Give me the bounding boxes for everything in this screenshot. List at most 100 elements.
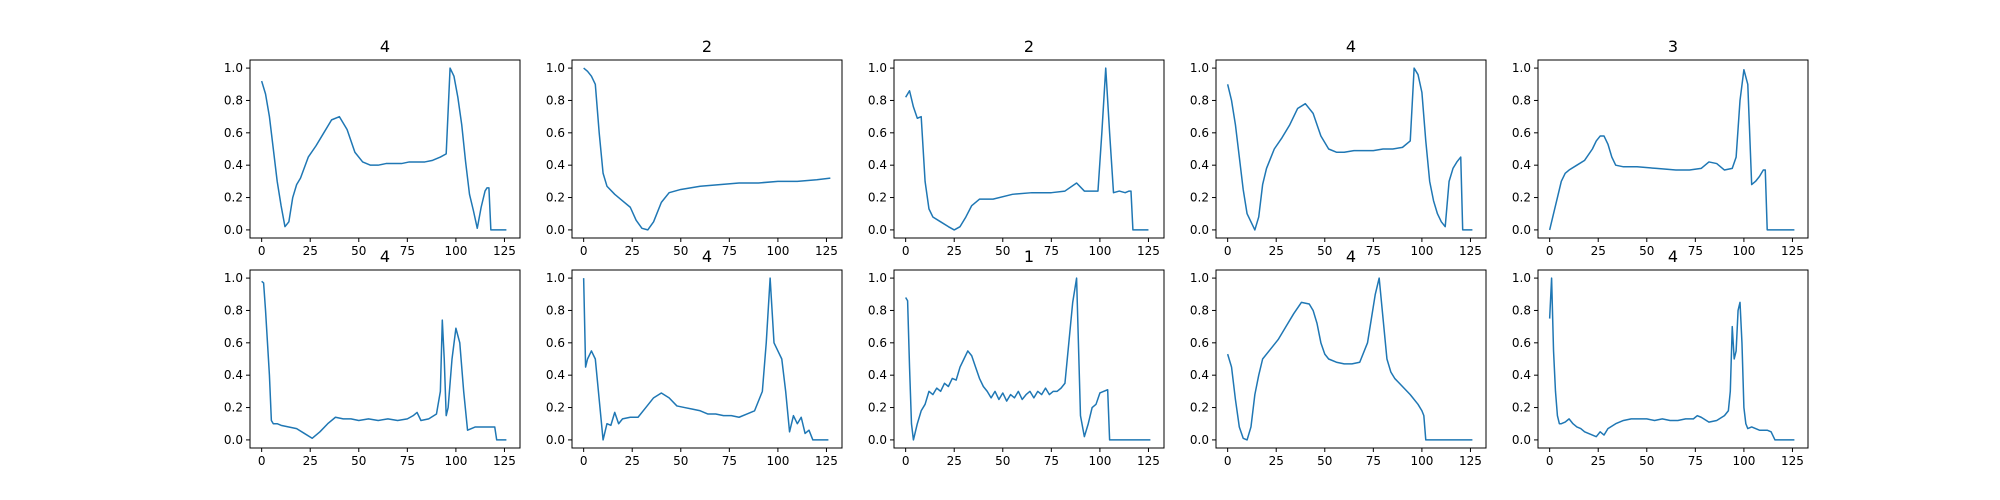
subplot-6: 4 0 25 50 75 100 125 0.0 0.2 0.4 0.6 0.8 1.0: [224, 247, 521, 468]
subplot-title: 3: [1668, 37, 1678, 56]
x-tick-label: 125: [1781, 454, 1804, 468]
y-tick-label: 0.8: [224, 93, 243, 107]
x-tick-label: 25: [1269, 454, 1284, 468]
y-tick-label: 0.2: [224, 191, 243, 205]
y-tick-label: 0.4: [1512, 368, 1531, 382]
x-tick-label: 25: [947, 244, 962, 258]
y-tick-label: 0.2: [224, 401, 243, 415]
x-tick-label: 100: [1088, 454, 1111, 468]
y-tick-label: 0.2: [546, 191, 565, 205]
y-tick-label: 1.0: [868, 271, 887, 285]
x-tick-label: 25: [625, 454, 640, 468]
y-tick-label: 1.0: [868, 61, 887, 75]
series-line: [1226, 67, 1473, 231]
series-line: [1226, 277, 1473, 441]
x-tick-label: 75: [1366, 244, 1381, 258]
x-tick-label: 0: [1224, 244, 1232, 258]
y-tick-label: 1.0: [1190, 61, 1209, 75]
subplot-title: 4: [1346, 247, 1356, 266]
y-tick-label: 0.4: [868, 158, 887, 172]
y-tick-label: 1.0: [546, 61, 565, 75]
y-tick-label: 0.0: [1512, 223, 1531, 237]
series-line: [1548, 277, 1795, 441]
y-tick-label: 0.8: [1512, 93, 1531, 107]
x-tick-label: 50: [673, 454, 688, 468]
subplot-1: 4 0 25 50 75 100 125 0.0 0.2 0.4 0.6 0.8 1.0: [224, 37, 521, 258]
x-tick-label: 25: [303, 454, 318, 468]
x-tick-label: 50: [1317, 454, 1332, 468]
x-tick-label: 75: [1688, 454, 1703, 468]
subplot-title: 1: [1024, 247, 1034, 266]
axes-frame: [571, 59, 843, 239]
y-tick-label: 0.4: [868, 368, 887, 382]
y-tick-label: 0.2: [868, 191, 887, 205]
series-line: [582, 277, 829, 441]
x-tick-label: 0: [1224, 454, 1232, 468]
axes-frame: [1215, 59, 1487, 239]
y-tick-label: 0.6: [868, 126, 887, 140]
x-tick-label: 100: [444, 244, 467, 258]
x-tick-label: 125: [1781, 244, 1804, 258]
y-tick-label: 0.6: [868, 336, 887, 350]
x-tick-label: 0: [1546, 244, 1554, 258]
x-tick-label: 50: [1639, 454, 1654, 468]
x-tick-label: 25: [947, 454, 962, 468]
x-tick-label: 50: [351, 454, 366, 468]
x-tick-label: 100: [1410, 244, 1433, 258]
series-line: [260, 67, 507, 231]
x-tick-label: 0: [258, 244, 266, 258]
x-tick-label: 0: [580, 244, 588, 258]
y-tick-label: 0.6: [1512, 126, 1531, 140]
subplot-title: 2: [1024, 37, 1034, 56]
axes-frame: [1537, 59, 1809, 239]
x-tick-label: 0: [258, 454, 266, 468]
series-line: [905, 277, 1151, 441]
subplot-10: 4 0 25 50 75 100 125 0.0 0.2 0.4 0.6 0.8 1.0: [1512, 247, 1809, 468]
x-tick-label: 75: [400, 244, 415, 258]
y-tick-label: 0.2: [1512, 191, 1531, 205]
x-tick-label: 125: [1137, 454, 1160, 468]
series-line: [1548, 68, 1795, 231]
x-tick-label: 75: [400, 454, 415, 468]
x-tick-label: 125: [493, 454, 516, 468]
x-tick-label: 25: [303, 244, 318, 258]
axes-frame: [571, 269, 843, 449]
y-tick-label: 0.6: [1190, 126, 1209, 140]
y-tick-label: 0.4: [546, 368, 565, 382]
subplot-3: 2 0 25 50 75 100 125 0.0 0.2 0.4 0.6 0.8 1.0: [868, 37, 1165, 258]
subplot-title: 4: [380, 37, 390, 56]
x-tick-label: 100: [1732, 454, 1755, 468]
y-tick-label: 0.2: [546, 401, 565, 415]
x-tick-label: 75: [722, 244, 737, 258]
x-tick-label: 25: [1591, 244, 1606, 258]
y-tick-label: 0.2: [1190, 401, 1209, 415]
y-tick-label: 0.8: [1512, 303, 1531, 317]
y-tick-label: 0.6: [1512, 336, 1531, 350]
y-tick-label: 0.8: [546, 303, 565, 317]
x-tick-label: 50: [1317, 244, 1332, 258]
subplot-title: 4: [380, 247, 390, 266]
x-tick-label: 125: [1459, 244, 1482, 258]
axes-frame: [893, 59, 1165, 239]
y-tick-label: 0.6: [1190, 336, 1209, 350]
x-tick-label: 50: [351, 244, 366, 258]
y-tick-label: 1.0: [1512, 271, 1531, 285]
y-tick-label: 0.4: [1512, 158, 1531, 172]
y-tick-label: 0.0: [1190, 223, 1209, 237]
y-tick-label: 0.0: [546, 223, 565, 237]
subplot-5: 3 0 25 50 75 100 125 0.0 0.2 0.4 0.6 0.8 1.0: [1512, 37, 1809, 258]
y-tick-label: 0.2: [1512, 401, 1531, 415]
subplot-7: 4 0 25 50 75 100 125 0.0 0.2 0.4 0.6 0.8 1.0: [546, 247, 843, 468]
x-tick-label: 0: [580, 454, 588, 468]
y-tick-label: 0.4: [1190, 368, 1209, 382]
x-tick-label: 125: [815, 454, 838, 468]
x-tick-label: 75: [1366, 454, 1381, 468]
x-tick-label: 25: [625, 244, 640, 258]
y-tick-label: 0.0: [546, 433, 565, 447]
x-tick-label: 75: [1044, 454, 1059, 468]
x-tick-label: 75: [1688, 244, 1703, 258]
x-tick-label: 125: [1137, 244, 1160, 258]
x-tick-label: 50: [995, 244, 1010, 258]
subplot-4: 4 0 25 50 75 100 125 0.0 0.2 0.4 0.6 0.8 1.0: [1190, 37, 1487, 258]
